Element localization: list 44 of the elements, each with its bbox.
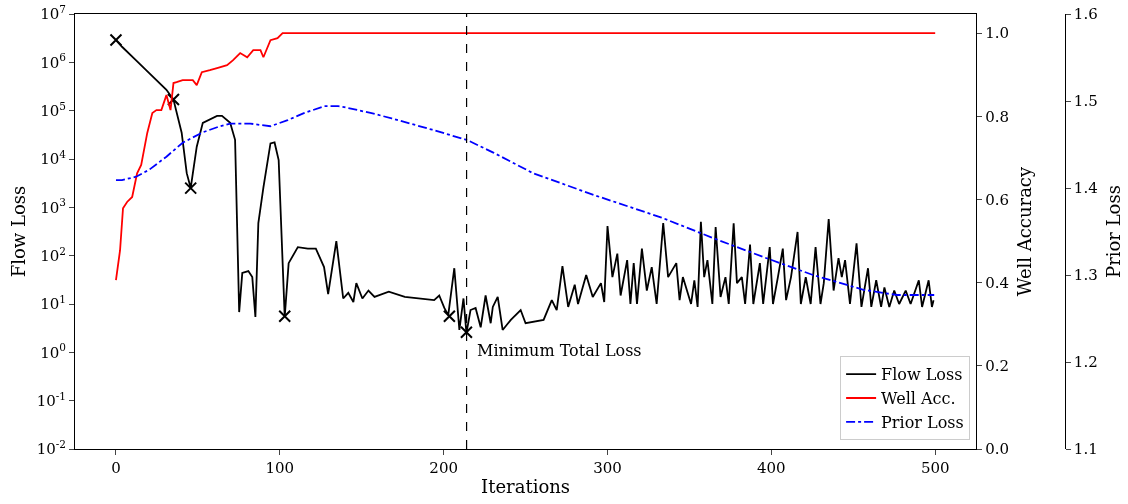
y-axis-title: Flow Loss (7, 185, 29, 278)
x-tick-label: 200 (429, 459, 458, 477)
y-tick-label: 10$^{4}$ (40, 147, 67, 169)
point (109, 33, 123, 47)
y2-axis-title: Well Accuracy (1014, 166, 1036, 297)
y-tick-label: 10$^{3}$ (40, 196, 66, 217)
x-tick-label: 400 (757, 459, 786, 477)
y2-tick-label: 0.4 (985, 273, 1010, 292)
y2-tick-label: 0.0 (985, 440, 1010, 459)
y3-tick-label: 1.1 (1073, 440, 1098, 459)
x-tick-label: 500 (920, 459, 950, 477)
legend-label: Prior Loss (881, 413, 964, 433)
line-series (115, 105, 936, 296)
y-tick-label: 10$^{6}$ (40, 51, 67, 72)
y3-tick-label: 1.5 (1073, 92, 1098, 111)
y-tick-label: 10$^{-1}$ (36, 389, 66, 410)
y-tick-label: 10$^{7}$ (40, 2, 66, 24)
y-tick-label: 10$^{5}$ (40, 99, 66, 120)
y2-tick-label: 1.0 (985, 24, 1010, 43)
y-tick-label: 10$^{2}$ (40, 244, 66, 265)
point (278, 309, 292, 323)
point (166, 93, 180, 107)
y2-tick-label: 0.8 (985, 107, 1010, 126)
point (442, 309, 456, 323)
legend-label: Well Acc. (881, 389, 956, 409)
y3-tick-label: 1.4 (1073, 179, 1098, 198)
y2-tick-label: 0.6 (985, 190, 1010, 209)
y3-tick-label: 1.3 (1073, 266, 1098, 285)
y3-axis-title: Prior Loss (1102, 185, 1124, 278)
y-tick-label: 10$^{0}$ (40, 341, 66, 362)
y-tick-label: 10$^{-2}$ (36, 437, 66, 459)
ref-line-label: Minimum Total Loss (477, 341, 642, 360)
legend-label: Flow Loss (881, 365, 963, 385)
y-tick-label: 10$^{1}$ (40, 292, 66, 314)
x-tick-label: 0 (111, 459, 121, 477)
y3-tick-label: 1.2 (1073, 353, 1098, 372)
line-series (115, 32, 937, 282)
point (459, 325, 473, 339)
y3-tick-label: 1.6 (1073, 5, 1098, 24)
x-axis-title: Iterations (481, 476, 571, 498)
point (184, 181, 198, 195)
x-tick-label: 300 (593, 459, 622, 477)
y2-tick-label: 0.2 (985, 357, 1010, 376)
x-tick-label: 100 (265, 459, 295, 477)
